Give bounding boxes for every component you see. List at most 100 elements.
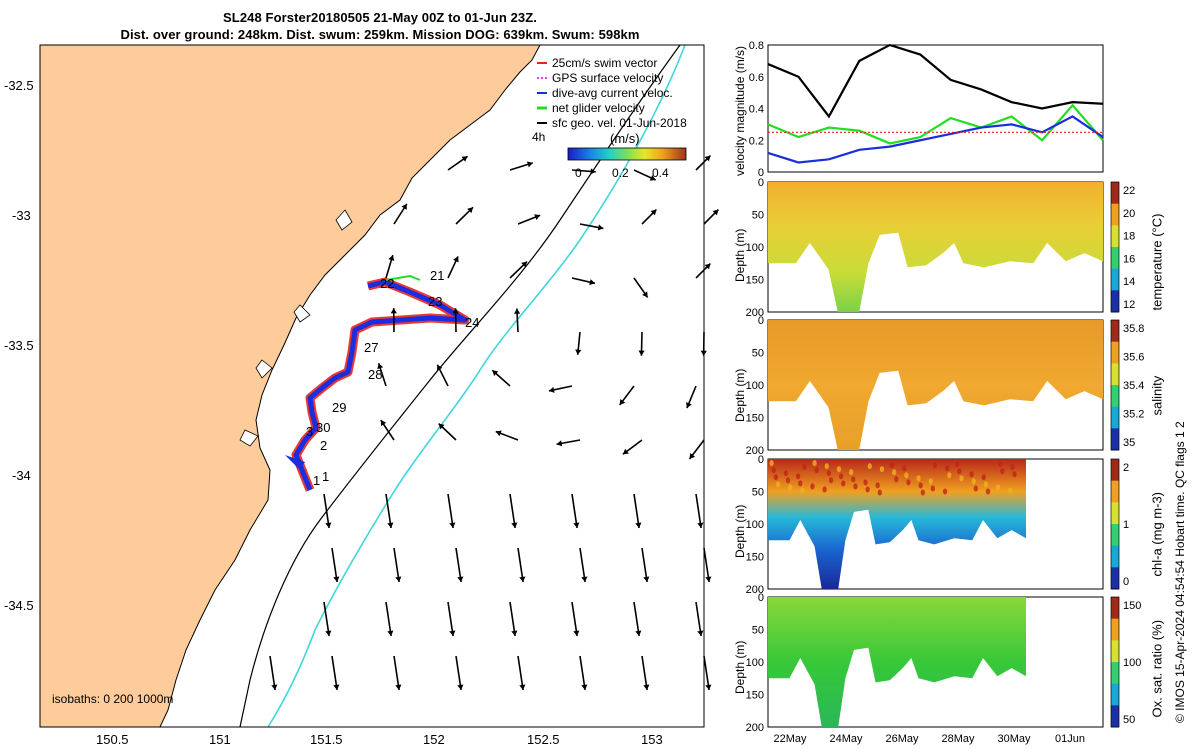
velocity-arrowhead [649, 175, 656, 181]
velocity-arrowhead [548, 386, 555, 393]
chl-patch [920, 489, 925, 496]
chl-patch [1008, 487, 1013, 494]
velocity-arrowhead [333, 684, 340, 690]
chl-patch [851, 476, 856, 483]
velocity-arrowhead [704, 155, 711, 162]
colorbar-segment [1111, 341, 1119, 364]
colorbar-segment [1111, 182, 1119, 205]
velocity-ytick: 0.2 [749, 135, 764, 147]
chl-patch [904, 472, 909, 479]
velocity-arrowhead [390, 308, 397, 314]
velocity-arrowhead [461, 156, 468, 162]
depth-tick: 0 [758, 592, 764, 604]
colorbar-segment [1111, 428, 1119, 451]
colorbar-segment [1111, 290, 1119, 313]
map-xtick-6: 153 [641, 732, 663, 747]
velocity-vector [323, 601, 330, 637]
isobath-legend: isobaths: 0 200 1000m [52, 692, 174, 706]
chl-patch [783, 470, 789, 477]
section-field [768, 597, 1026, 727]
ox-colorbar-label: Ox. sat. ratio (%) [1149, 619, 1165, 718]
colorbar-segment [1111, 618, 1119, 641]
map-ytick-5: -34.5 [4, 598, 34, 613]
velocity-arrowhead [573, 630, 580, 636]
colorbar-frame [1110, 458, 1120, 590]
velocity-vector [571, 493, 578, 529]
velocity-arrowhead [686, 402, 692, 409]
velocity-vector [695, 493, 702, 529]
chl-patch [983, 481, 989, 488]
day-label: 1 [313, 473, 321, 488]
chl-patch [969, 471, 974, 478]
chl-patch [947, 472, 952, 479]
velocity-vector [447, 601, 454, 637]
section-field [768, 459, 1026, 589]
colorbar-tick: 1 [1123, 519, 1129, 531]
chl-patch [995, 484, 1001, 491]
colorbar-tick-2: 0.4 [652, 166, 669, 180]
colorbar-segment [1111, 567, 1119, 590]
colorbar-segment [1111, 268, 1119, 291]
colorbar-tick-1: 0.2 [612, 166, 629, 180]
velocity-arrowhead [697, 522, 704, 528]
time-xtick: 22May [773, 733, 807, 745]
colorbar-segment [1111, 363, 1119, 386]
colorbar-tick: 35.2 [1123, 409, 1144, 421]
speed-colorbar [567, 147, 687, 161]
depth-tick: 150 [746, 275, 764, 287]
velocity-vector [323, 493, 330, 529]
colorbar-segment [1111, 597, 1119, 620]
chl-patch [788, 484, 793, 491]
chl-patch [798, 480, 803, 487]
depth-tick: 0 [758, 454, 764, 466]
section-fill [768, 459, 1026, 589]
chl-patch [836, 466, 842, 473]
section-fill [768, 182, 1103, 312]
velocity-vector [703, 547, 710, 583]
velocity-arrowhead [573, 522, 580, 528]
chl-patch [769, 460, 774, 467]
land-area [39, 44, 541, 728]
colorbar-segment [1111, 480, 1119, 503]
map-xtick-2: 151 [209, 732, 231, 747]
chl-patch [891, 469, 897, 476]
series-sfc-geo-vel- [767, 43, 1104, 119]
time-xtick: 26May [885, 733, 919, 745]
legend-net-glider: net glider velocity [552, 101, 645, 115]
map-xtick-5: 152.5 [527, 732, 560, 747]
velocity-ylabel: velocity magnitude (m/s) [733, 45, 747, 176]
colorbar-tick: 35.6 [1123, 352, 1144, 364]
chl-patch [889, 462, 895, 469]
chl-patch [802, 464, 807, 471]
chl-patch [795, 473, 801, 480]
colorbar-tick: 35 [1123, 437, 1135, 449]
colorbar-segment [1111, 320, 1119, 343]
velocity-arrowhead [704, 263, 711, 270]
chl-patch [828, 477, 834, 484]
chl-patch [826, 470, 832, 477]
velocity-arrowhead [589, 279, 595, 286]
chl-patch [957, 468, 962, 475]
chl-patch [785, 477, 791, 484]
day-label: 30 [316, 420, 331, 435]
colorbar-segment [1111, 662, 1119, 685]
velocity-vector [455, 547, 462, 583]
velocity-vector [509, 601, 516, 637]
map-xtick-3: 151.5 [310, 732, 343, 747]
colorbar-tick: 50 [1123, 714, 1135, 726]
map-ytick-2: -33 [12, 208, 31, 223]
day-label: 22 [380, 276, 395, 291]
colorbar-tick: 100 [1123, 657, 1141, 669]
velocity-arrowhead [511, 522, 518, 528]
velocity-arrowhead [700, 350, 707, 356]
depth-tick: 0 [758, 177, 764, 189]
colorbar-tick: 35.4 [1123, 380, 1144, 392]
chl-patch [771, 467, 776, 474]
colorbar-segment [1111, 524, 1119, 547]
chl-patch [773, 474, 779, 481]
chl-ylabel: Depth (m) [733, 504, 747, 558]
day-label: 29 [332, 400, 347, 415]
velocity-arrowhead [511, 630, 518, 636]
day-label: 28 [368, 367, 383, 382]
chl-patch [955, 461, 960, 468]
